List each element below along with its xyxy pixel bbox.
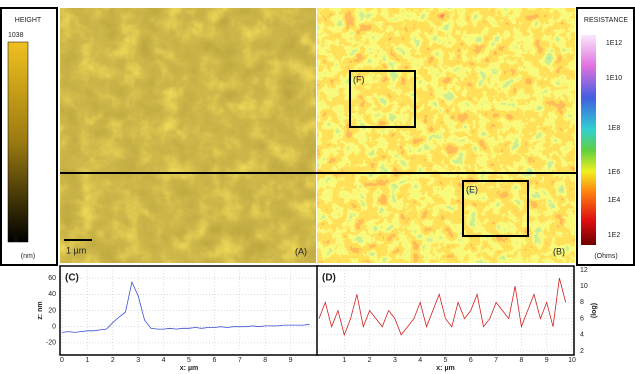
y-tick-label: 0 [52,324,56,331]
colorbar-tick-label: 1E12 [606,40,622,47]
y-axis-label: z: nm [37,301,44,319]
x-tick-label: 6 [212,357,216,364]
resistance-image [317,8,575,263]
y-tick-label: 8 [580,299,584,306]
panel-label: (D) [322,273,336,284]
colorbar-tick-label: 1E2 [608,232,621,239]
panel-label: (B) [553,246,565,256]
x-tick-label: 6 [469,357,473,364]
x-tick-label: 8 [519,357,523,364]
x-tick-label: 5 [444,357,448,364]
colorbar-unit: (Ohms) [594,253,617,260]
region-label: (E) [466,184,478,194]
region-box [462,180,529,237]
colorbar-tick-label: 1E6 [608,169,621,176]
colorbar-tick-label: 1E8 [608,125,621,132]
colorbar-min: 0 [14,237,18,244]
y-tick-label: 20 [48,307,56,314]
x-tick-label: 1 [85,357,89,364]
x-tick-label: 9 [545,357,549,364]
colorbar [581,35,596,245]
y-tick-label: 40 [48,291,56,298]
x-tick-label: 4 [162,357,166,364]
x-tick-label: 10 [568,357,576,364]
x-tick-label: 7 [494,357,498,364]
y-axis-label: (log) [591,303,598,318]
y-tick-label: 60 [48,275,56,282]
colorbar-title: RESISTANCE [584,17,629,24]
height-image [60,8,316,263]
y-tick-label: 2 [580,348,584,355]
panel-label: (A) [295,246,307,256]
y-tick-label: 10 [580,283,588,290]
colorbar-tick-label: 1E10 [606,75,622,82]
region-label: (F) [353,74,365,84]
x-tick-label: 9 [289,357,293,364]
x-tick-label: 3 [393,357,397,364]
region-box [349,70,416,128]
colorbar-tick-label: 1E4 [608,197,621,204]
y-tick-label: 4 [580,332,584,339]
colorbar-title: HEIGHT [15,17,42,24]
scale-bar-label: 1 µm [66,245,86,255]
x-tick-label: 7 [238,357,242,364]
x-tick-label: 2 [111,357,115,364]
x-tick-label: 3 [136,357,140,364]
colorbar-unit: (nm) [21,253,35,260]
colorbar-max: 1038 [8,32,24,39]
y-tick-label: 12 [580,267,588,274]
panel-label: (C) [65,273,79,284]
x-tick-label: 0 [60,357,64,364]
data-line [61,280,310,333]
x-tick-label: 2 [368,357,372,364]
colorbar [7,41,29,243]
x-tick-label: 1 [342,357,346,364]
y-tick-label: -20 [46,340,56,347]
y-tick-label: 6 [580,315,584,322]
x-axis-label: x: µm [436,365,454,372]
x-axis-label: x: µm [180,365,198,372]
x-tick-label: 4 [418,357,422,364]
x-tick-label: 8 [263,357,267,364]
x-tick-label: 5 [187,357,191,364]
data-line [318,277,567,337]
